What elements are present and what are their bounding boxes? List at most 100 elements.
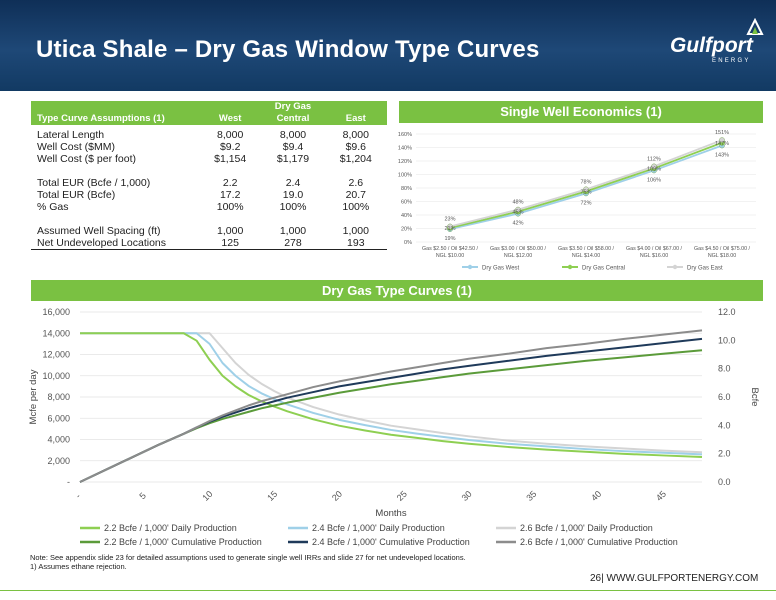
column-header: West: [199, 113, 262, 125]
data-label: 109%: [647, 166, 661, 172]
logo-name: Gulfport: [670, 34, 753, 57]
x-tick-label: -: [73, 491, 82, 500]
data-point: [583, 186, 589, 193]
y-right-tick-label: 8.0: [718, 364, 731, 374]
row-value: $9.4: [282, 141, 304, 153]
company-logo: Gulfport ENERGY: [668, 18, 768, 78]
logo-sub: ENERGY: [712, 58, 751, 64]
row-label: Net Undeveloped Locations: [31, 237, 199, 250]
data-label: 21%: [444, 226, 455, 232]
logo-mark-icon: [746, 18, 764, 35]
row-value: 100%: [279, 201, 307, 213]
x-tick-label: NGL $14.00: [572, 253, 600, 259]
row-label: Well Cost ($MM): [37, 141, 115, 153]
x-tick-label: 45: [654, 489, 668, 503]
economics-banner: Single Well Economics (1): [399, 101, 763, 123]
row-value: 8,000: [279, 129, 307, 141]
legend-label: Dry Gas Central: [582, 266, 625, 272]
y-right-tick-label: 12.0: [718, 307, 736, 317]
data-label: 75%: [580, 189, 591, 195]
x-tick-label: Gas $4.50 / Oil $75.00 /: [694, 246, 750, 252]
type-curves-banner-label: Dry Gas Type Curves (1): [321, 283, 473, 298]
row-value: $1,154: [214, 153, 247, 165]
row-value: $9.6: [345, 141, 367, 153]
row-value: [199, 165, 261, 177]
data-label: 72%: [580, 200, 591, 206]
legend-label: 2.2 Bcfe / 1,000' Daily Production: [104, 523, 237, 533]
y-tick-label: 80%: [401, 186, 412, 192]
table-row: Net Undeveloped Locations 125 278 193: [31, 237, 387, 250]
footnote-1: 1) Assumes ethane rejection.: [30, 562, 127, 571]
y-tick-label: 60%: [401, 200, 412, 206]
x-tick-label: 15: [265, 489, 279, 503]
y-left-tick-label: -: [67, 477, 70, 487]
row-value: 2.6: [348, 177, 364, 189]
legend-label: 2.6 Bcfe / 1,000' Cumulative Production: [520, 537, 678, 547]
row-value: 2.2: [222, 177, 238, 189]
data-label: 48%: [512, 200, 523, 206]
group-label: Dry Gas: [199, 101, 387, 113]
column-header: Central: [261, 113, 325, 125]
y-right-tick-label: 0.0: [718, 477, 731, 487]
data-label: 19%: [444, 236, 455, 242]
row-label: Well Cost ($ per foot): [37, 153, 137, 165]
data-label: 42%: [512, 221, 523, 227]
y-left-axis-label: Mcfe per day: [28, 369, 39, 424]
row-value: $9.2: [219, 141, 241, 153]
data-label: 151%: [715, 130, 729, 136]
row-label: % Gas: [37, 201, 69, 213]
y-tick-label: 100%: [398, 173, 412, 179]
y-right-tick-label: 2.0: [718, 449, 731, 459]
legend-label: 2.2 Bcfe / 1,000' Cumulative Production: [104, 537, 262, 547]
x-tick-label: NGL $10.00: [436, 253, 464, 259]
x-tick-label: 5: [137, 491, 148, 502]
row-label: Lateral Length: [37, 129, 105, 141]
row-value: 100%: [216, 201, 244, 213]
row-value: 125: [199, 237, 262, 250]
row-value: 278: [261, 237, 325, 250]
y-left-tick-label: 8,000: [47, 392, 70, 402]
y-left-tick-label: 6,000: [47, 413, 70, 423]
legend-marker: [567, 264, 573, 270]
data-point: [447, 223, 453, 230]
x-tick-label: NGL $18.00: [708, 253, 736, 259]
dry-gas-type-curves-chart: - 2,000 4,000 6,000 8,000 10,000 12,000 14,000 1…: [28, 307, 760, 547]
data-label: 112%: [647, 156, 661, 162]
row-value: 1,000: [279, 225, 307, 237]
row-value: 1,000: [217, 225, 244, 237]
row-value: $1,179: [276, 153, 310, 165]
y-left-tick-label: 2,000: [47, 456, 70, 466]
header-bar: Utica Shale – Dry Gas Window Type Curves…: [0, 0, 776, 91]
legend-label: Dry Gas West: [482, 266, 520, 272]
table-header-row-2: Type Curve Assumptions (1) West Central …: [31, 113, 387, 125]
row-value: 8,000: [217, 129, 244, 141]
assumptions-table: Dry Gas Type Curve Assumptions (1) West …: [31, 101, 387, 250]
table-row: Assumed Well Spacing (ft) 1,000 1,000 1,000: [31, 225, 387, 237]
y-left-tick-label: 4,000: [47, 435, 70, 445]
x-tick-label: 30: [460, 489, 474, 503]
x-tick-label: 40: [589, 489, 603, 503]
row-value: 100%: [342, 201, 370, 213]
y-right-tick-label: 10.0: [718, 335, 736, 345]
data-label: 143%: [715, 152, 729, 158]
row-label: [31, 165, 199, 177]
y-tick-label: 140%: [398, 146, 412, 152]
table-row: Lateral Length 8,000 8,000 8,000: [31, 129, 387, 141]
row-value: [325, 165, 387, 177]
y-right-tick-label: 6.0: [718, 392, 731, 402]
data-label: 78%: [580, 179, 591, 185]
footer-divider: [0, 590, 776, 591]
economics-banner-label: Single Well Economics (1): [500, 104, 662, 119]
series-line: [79, 349, 703, 483]
x-tick-label: Gas $2.50 / Oil $42.50 /: [422, 246, 478, 252]
row-value: 1,000: [342, 225, 369, 237]
x-tick-label: Gas $3.00 / Oil $50.00 /: [490, 246, 546, 252]
row-value: [261, 165, 324, 177]
row-value: 17.2: [219, 189, 241, 201]
data-label: 106%: [647, 177, 661, 183]
x-tick-label: 20: [330, 489, 344, 503]
x-tick-label: Gas $4.00 / Oil $67.00 /: [626, 246, 682, 252]
x-tick-label: 35: [524, 489, 538, 503]
x-tick-label: 25: [395, 489, 409, 503]
series-line: [80, 332, 703, 459]
